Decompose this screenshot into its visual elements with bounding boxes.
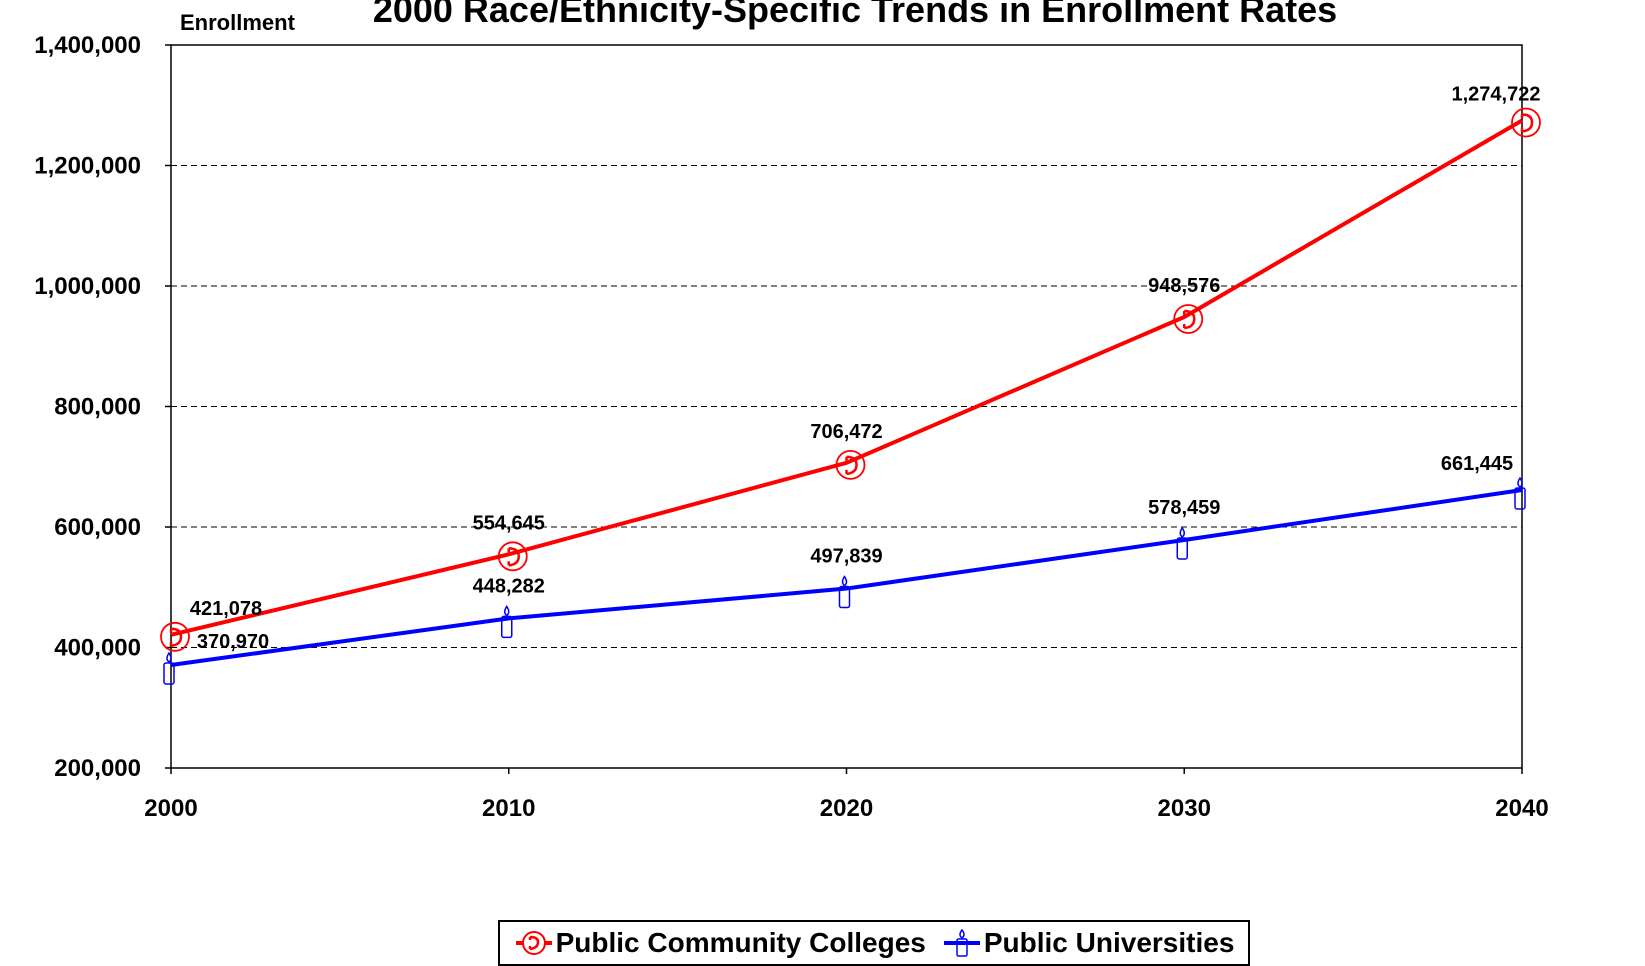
legend: Public Community Colleges Public Univers… — [498, 920, 1250, 966]
data-label: 421,078 — [190, 598, 262, 620]
candle-flame-icon — [504, 605, 510, 617]
legend-item-community-colleges: Public Community Colleges — [514, 927, 926, 959]
candle-icon — [943, 928, 980, 957]
y-axis-ticks: 200,000 400,000 600,000 800,000 1,000,000 1,2… — [34, 32, 171, 782]
data-label: 1,274,722 — [1452, 83, 1541, 105]
data-point-marker — [160, 621, 190, 652]
data-label: 554,645 — [473, 512, 545, 534]
series-line — [170, 488, 1523, 667]
candle-flame-icon — [1179, 526, 1185, 538]
y-tick-label: 200,000 — [54, 755, 141, 782]
candle-icon — [838, 585, 851, 609]
y-tick-label: 1,400,000 — [34, 32, 141, 59]
data-label: 578,459 — [1148, 497, 1220, 519]
x-tick-label: 2030 — [1158, 795, 1211, 822]
telephone-circle-icon — [1511, 107, 1541, 138]
telephone-circle-icon — [835, 449, 866, 480]
telephone-icon — [1520, 113, 1534, 133]
y-tick-label: 600,000 — [54, 514, 141, 541]
telephone-circle-icon — [497, 541, 528, 572]
candle-icon — [1514, 487, 1526, 510]
x-axis-ticks: 2000 2010 2020 2030 2040 — [144, 768, 1549, 822]
candle-icon — [1176, 537, 1188, 560]
telephone-icon — [169, 627, 183, 648]
line-chart: 2000 Race/Ethnicity-Specific Trends in E… — [34, 0, 1549, 822]
x-tick-label: 2040 — [1495, 795, 1548, 822]
telephone-circle-icon — [1173, 304, 1204, 334]
data-point-marker — [1514, 476, 1526, 510]
data-point-marker — [838, 575, 851, 609]
telephone-icon — [1183, 309, 1196, 330]
y-axis-label: Enrollment — [180, 10, 296, 35]
data-point-marker — [1176, 526, 1188, 560]
y-tick-label: 1,000,000 — [34, 273, 141, 300]
x-tick-label: 2010 — [482, 795, 535, 822]
candle-flame-icon — [841, 575, 848, 587]
y-tick-label: 400,000 — [54, 635, 141, 662]
series-group: 421,078 554,645 706,472 948,576 1,274,722 370… — [160, 83, 1541, 685]
data-label: 706,472 — [810, 421, 882, 443]
legend-item-public-universities: Public Universities — [942, 927, 1235, 959]
data-label: 948,576 — [1148, 275, 1220, 297]
data-label: 497,839 — [810, 546, 882, 568]
gridlines — [171, 165, 1522, 648]
telephone-circle-icon — [160, 621, 190, 652]
data-label: 370,970 — [197, 631, 269, 653]
candle-icon — [163, 662, 175, 685]
data-point-marker — [497, 541, 528, 572]
candle-flame-icon — [166, 651, 172, 663]
telephone-circle-icon — [515, 931, 552, 955]
legend-label: Public Community Colleges — [555, 927, 926, 958]
telephone-icon — [507, 547, 521, 567]
telephone-icon — [845, 455, 858, 476]
data-point-marker — [1173, 304, 1204, 334]
series-line — [170, 118, 1524, 637]
data-label: 448,282 — [473, 575, 545, 597]
data-point-marker — [163, 651, 175, 685]
data-label: 661,445 — [1441, 453, 1513, 475]
y-tick-label: 1,200,000 — [34, 153, 141, 180]
x-tick-label: 2020 — [820, 795, 873, 822]
data-point-marker — [1511, 107, 1541, 138]
data-point-marker — [835, 449, 866, 480]
legend-label: Public Universities — [983, 927, 1235, 958]
data-point-marker — [501, 605, 513, 639]
candle-flame-icon — [1517, 476, 1523, 488]
y-tick-label: 800,000 — [54, 394, 141, 421]
candle-icon — [501, 615, 513, 639]
x-tick-label: 2000 — [144, 795, 197, 822]
chart-title: 2000 Race/Ethnicity-Specific Trends in E… — [373, 0, 1337, 30]
